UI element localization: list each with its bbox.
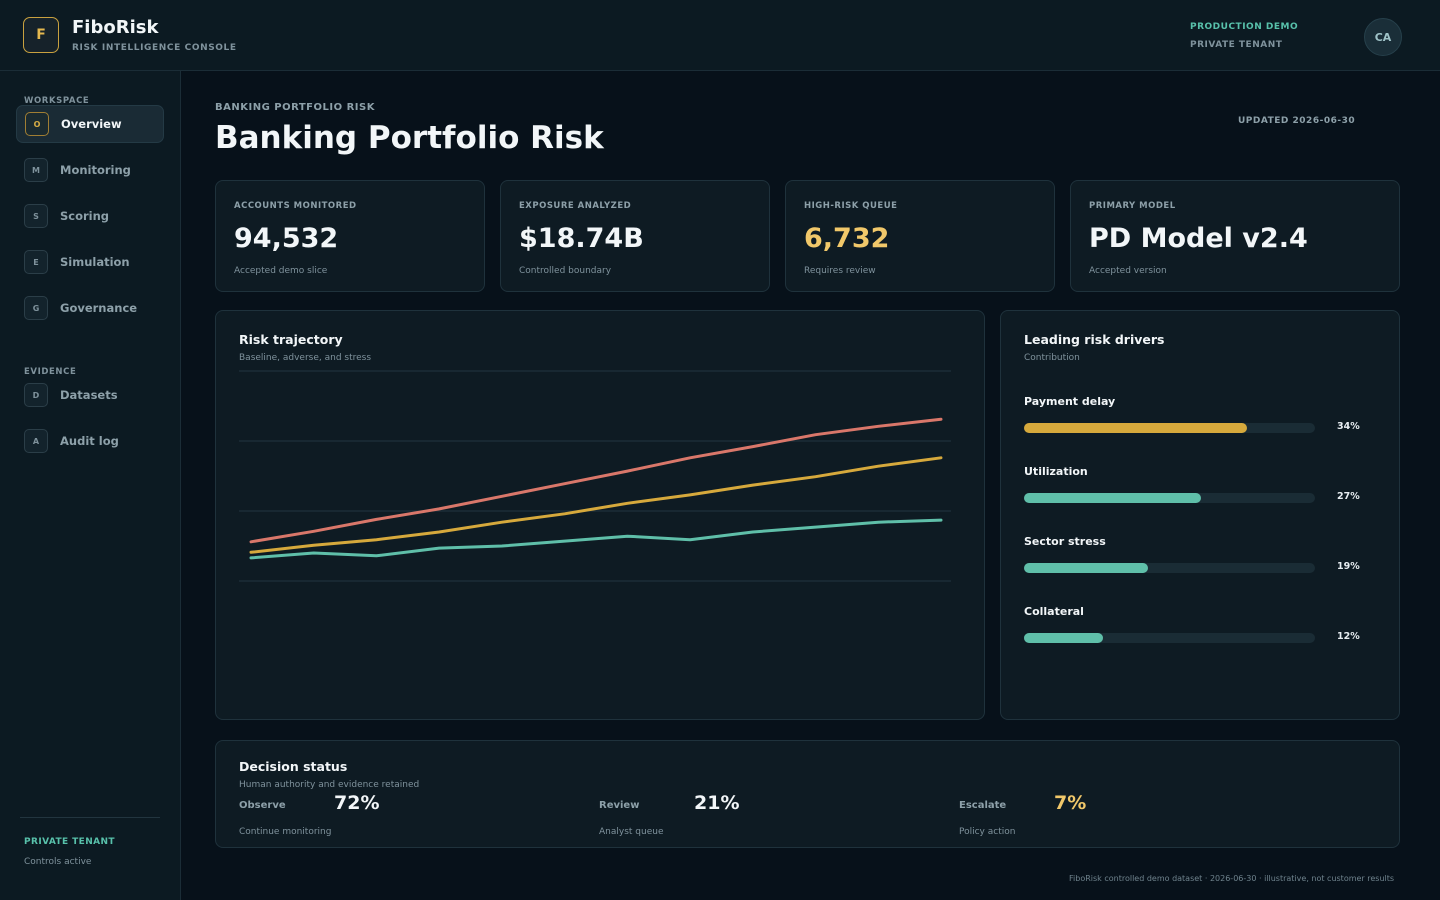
kpi-value: 94,532 bbox=[234, 223, 339, 254]
brand-subtitle: RISK INTELLIGENCE CONSOLE bbox=[72, 43, 237, 53]
sidebar-item-label: Datasets bbox=[60, 388, 118, 402]
driver-percent: 12% bbox=[1337, 631, 1360, 642]
kpi-label: ACCOUNTS MONITORED bbox=[234, 201, 357, 211]
environment-label: PRODUCTION DEMO bbox=[1190, 22, 1299, 32]
simulation-icon: E bbox=[24, 250, 48, 274]
sidebar-item-label: Scoring bbox=[60, 209, 110, 223]
driver-label: Utilization bbox=[1024, 465, 1088, 478]
footer-disclaimer: FiboRisk controlled demo dataset · 2026-… bbox=[1069, 874, 1395, 883]
decision-value-review: 21% bbox=[694, 792, 740, 814]
kpi-label: PRIMARY MODEL bbox=[1089, 201, 1176, 211]
decision-subtitle: Human authority and evidence retained bbox=[239, 780, 420, 790]
series-line-2 bbox=[249, 456, 943, 554]
risk-trajectory-panel: Risk trajectory Baseline, adverse, and s… bbox=[215, 310, 985, 720]
updated-timestamp: UPDATED 2026-06-30 bbox=[1238, 116, 1356, 126]
brand-logo[interactable]: F bbox=[23, 17, 59, 53]
driver-bar-fill bbox=[1024, 563, 1149, 573]
sidebar-divider bbox=[20, 817, 160, 818]
kpi-note: Accepted demo slice bbox=[234, 266, 328, 276]
decision-note-review: Analyst queue bbox=[599, 827, 664, 837]
sidebar-item-datasets[interactable]: D Datasets bbox=[16, 376, 164, 414]
driver-percent: 19% bbox=[1337, 561, 1360, 572]
tenant-label: PRIVATE TENANT bbox=[1190, 40, 1283, 50]
kpi-card-high-risk-queue: HIGH-RISK QUEUE 6,732 Requires review bbox=[785, 180, 1055, 292]
kpi-note: Requires review bbox=[804, 266, 876, 276]
kpi-label: EXPOSURE ANALYZED bbox=[519, 201, 632, 211]
user-avatar[interactable]: CA bbox=[1364, 18, 1402, 56]
sidebar-item-scoring[interactable]: S Scoring bbox=[16, 197, 164, 235]
kpi-note: Controlled boundary bbox=[519, 266, 612, 276]
decision-label-observe: Observe bbox=[239, 800, 286, 811]
driver-label: Sector stress bbox=[1024, 535, 1106, 548]
kpi-value: 6,732 bbox=[804, 223, 890, 254]
kpi-value: $18.74B bbox=[519, 223, 644, 254]
governance-icon: G bbox=[24, 296, 48, 320]
kpi-card-accounts: ACCOUNTS MONITORED 94,532 Accepted demo … bbox=[215, 180, 485, 292]
decision-note-escalate: Policy action bbox=[959, 827, 1016, 837]
drivers-title: Leading risk drivers bbox=[1024, 332, 1165, 347]
decision-title: Decision status bbox=[239, 759, 348, 774]
driver-bar-track bbox=[1024, 563, 1315, 573]
driver-bar-fill bbox=[1024, 633, 1104, 643]
sidebar-item-label: Monitoring bbox=[60, 163, 131, 177]
sidebar-item-label: Governance bbox=[60, 301, 138, 315]
driver-label: Payment delay bbox=[1024, 395, 1116, 408]
sidebar-item-label: Overview bbox=[61, 117, 122, 131]
driver-percent: 27% bbox=[1337, 491, 1360, 502]
series-line-3 bbox=[249, 518, 943, 560]
sidebar-item-label: Audit log bbox=[60, 434, 119, 448]
kpi-card-exposure: EXPOSURE ANALYZED $18.74B Controlled bou… bbox=[500, 180, 770, 292]
series-line-1 bbox=[249, 417, 943, 544]
sidebar-item-audit-log[interactable]: A Audit log bbox=[16, 422, 164, 460]
risk-drivers-panel: Leading risk drivers Contribution Paymen… bbox=[1000, 310, 1400, 720]
driver-bar-track bbox=[1024, 423, 1315, 433]
sidebar-item-label: Simulation bbox=[60, 255, 130, 269]
kpi-value: PD Model v2.4 bbox=[1089, 223, 1308, 254]
workspace-section-label: WORKSPACE bbox=[24, 96, 90, 106]
sidebar: WORKSPACE O Overview M Monitoring S Scor… bbox=[0, 71, 181, 900]
sidebar-controls-status: Controls active bbox=[24, 857, 92, 867]
sidebar-tenant-label: PRIVATE TENANT bbox=[24, 837, 115, 847]
kpi-note: Accepted version bbox=[1089, 266, 1167, 276]
chart-title: Risk trajectory bbox=[239, 332, 343, 347]
driver-bar-fill bbox=[1024, 493, 1201, 503]
driver-bar-fill bbox=[1024, 423, 1247, 433]
decision-value-escalate: 7% bbox=[1054, 792, 1087, 814]
decision-note-observe: Continue monitoring bbox=[239, 827, 332, 837]
sidebar-item-simulation[interactable]: E Simulation bbox=[16, 243, 164, 281]
decision-value-observe: 72% bbox=[334, 792, 380, 814]
sidebar-item-overview[interactable]: O Overview bbox=[16, 105, 164, 143]
sidebar-item-monitoring[interactable]: M Monitoring bbox=[16, 151, 164, 189]
evidence-section-label: EVIDENCE bbox=[24, 367, 77, 377]
driver-bar-track bbox=[1024, 493, 1315, 503]
risk-trajectory-chart bbox=[239, 370, 951, 582]
audit-log-icon: A bbox=[24, 429, 48, 453]
drivers-subtitle: Contribution bbox=[1024, 353, 1080, 363]
page-title: Banking Portfolio Risk bbox=[215, 120, 604, 156]
decision-status-panel: Decision status Human authority and evid… bbox=[215, 740, 1400, 848]
monitoring-icon: M bbox=[24, 158, 48, 182]
breadcrumb[interactable]: BANKING PORTFOLIO RISK bbox=[215, 102, 375, 113]
sidebar-item-governance[interactable]: G Governance bbox=[16, 289, 164, 327]
kpi-card-primary-model: PRIMARY MODEL PD Model v2.4 Accepted ver… bbox=[1070, 180, 1400, 292]
driver-percent: 34% bbox=[1337, 421, 1360, 432]
scoring-icon: S bbox=[24, 204, 48, 228]
top-bar: F FiboRisk RISK INTELLIGENCE CONSOLE PRO… bbox=[0, 0, 1440, 71]
brand-name: FiboRisk bbox=[72, 17, 159, 38]
decision-label-review: Review bbox=[599, 800, 640, 811]
datasets-icon: D bbox=[24, 383, 48, 407]
driver-label: Collateral bbox=[1024, 605, 1084, 618]
chart-subtitle: Baseline, adverse, and stress bbox=[239, 353, 372, 363]
kpi-label: HIGH-RISK QUEUE bbox=[804, 201, 898, 211]
decision-label-escalate: Escalate bbox=[959, 800, 1007, 811]
overview-icon: O bbox=[25, 112, 49, 136]
driver-bar-track bbox=[1024, 633, 1315, 643]
